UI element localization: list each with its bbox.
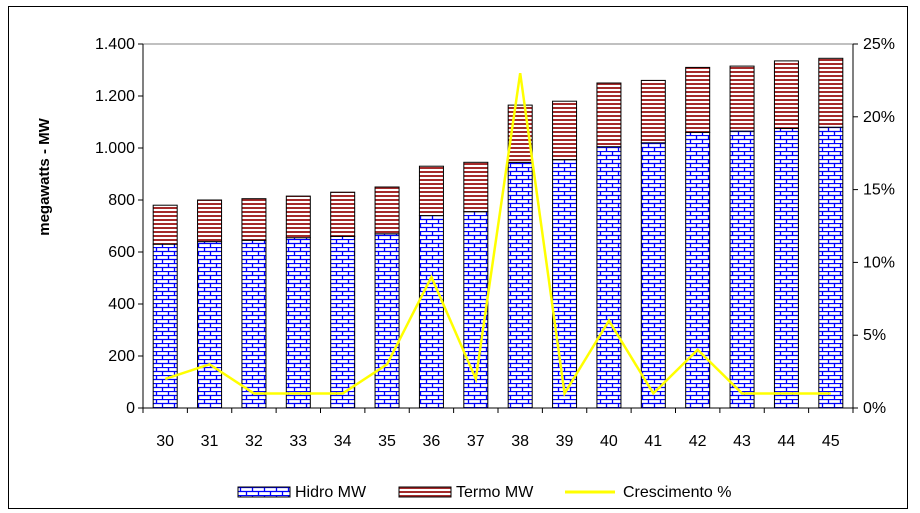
x-tick-label: 31 <box>201 433 219 450</box>
y-tick-label-left: 1.200 <box>95 88 135 105</box>
bar-hidro <box>819 127 843 408</box>
legend-swatch-hidro <box>238 487 290 497</box>
y-tick-label-right: 5% <box>863 327 886 344</box>
x-tick-label: 37 <box>467 433 485 450</box>
legend-label-crescimento: Crescimento % <box>623 484 731 501</box>
y-tick-label-right: 15% <box>863 182 895 199</box>
legend: Hidro MW Termo MW Crescimento % <box>238 484 731 501</box>
y-tick-label-left: 1.000 <box>95 140 135 157</box>
x-tick-label: 30 <box>156 433 174 450</box>
x-tick-label: 35 <box>378 433 396 450</box>
y-tick-label-left: 800 <box>108 192 135 209</box>
bar-hidro <box>553 160 577 408</box>
bar-termo <box>464 162 488 211</box>
bar-termo <box>774 61 798 129</box>
x-tick-label: 45 <box>822 433 840 450</box>
y-axis-title: megawatts - MW <box>36 117 53 235</box>
bar-termo <box>242 199 266 241</box>
x-tick-label: 41 <box>644 433 662 450</box>
bar-hidro <box>153 244 177 408</box>
bar-termo <box>686 67 710 132</box>
bar-termo <box>419 166 443 215</box>
bar-hidro <box>686 132 710 408</box>
legend-label-termo: Termo MW <box>456 484 534 501</box>
y-tick-label-left: 1.400 <box>95 36 135 53</box>
y-tick-label-left: 200 <box>108 348 135 365</box>
bar-hidro <box>508 162 532 408</box>
chart-frame: megawatts - MW 0 200 400 600 800 1.000 1.200 1.… <box>8 6 908 509</box>
x-tick-label: 38 <box>511 433 529 450</box>
x-tick-label: 40 <box>600 433 618 450</box>
y-tick-label-right: 20% <box>863 109 895 126</box>
y-tick-label-left: 400 <box>108 296 135 313</box>
y-tick-label-right: 10% <box>863 254 895 271</box>
bar-hidro <box>198 242 222 408</box>
x-tick-label: 43 <box>733 433 751 450</box>
y-tick-label-left: 600 <box>108 244 135 261</box>
legend-swatch-termo <box>399 487 451 497</box>
plot-area: 0 200 400 600 800 1.000 1.200 1.400 0% 5% 10% 15% 20… <box>95 36 895 450</box>
y-tick-label-right: 25% <box>863 36 895 53</box>
bar-termo <box>730 66 754 131</box>
x-tick-label: 39 <box>556 433 574 450</box>
x-tick-label: 33 <box>289 433 307 450</box>
legend-label-hidro: Hidro MW <box>295 484 367 501</box>
bar-hidro <box>774 129 798 409</box>
x-tick-label: 32 <box>245 433 263 450</box>
bar-hidro <box>242 240 266 408</box>
bar-hidro <box>597 147 621 408</box>
chart: megawatts - MW 0 200 400 600 800 1.000 1.200 1.… <box>9 7 907 508</box>
bar-hidro <box>286 238 310 408</box>
x-tick-label: 34 <box>334 433 352 450</box>
x-tick-label: 42 <box>689 433 707 450</box>
bar-termo <box>331 192 355 236</box>
bar-termo <box>286 196 310 238</box>
bar-hidro <box>331 236 355 408</box>
bar-hidro <box>419 216 443 408</box>
bar-termo <box>375 187 399 234</box>
x-tick-label: 44 <box>778 433 796 450</box>
x-tick-label: 36 <box>423 433 441 450</box>
bar-termo <box>553 101 577 160</box>
bar-termo <box>198 200 222 242</box>
bar-termo <box>597 83 621 147</box>
y-tick-label-right: 0% <box>863 400 886 417</box>
bar-termo <box>819 58 843 127</box>
bar-termo <box>153 205 177 244</box>
bar-hidro <box>730 131 754 408</box>
bar-termo <box>641 80 665 142</box>
bar-hidro <box>375 234 399 408</box>
bar-hidro <box>641 143 665 408</box>
y-tick-label-left: 0 <box>126 400 135 417</box>
